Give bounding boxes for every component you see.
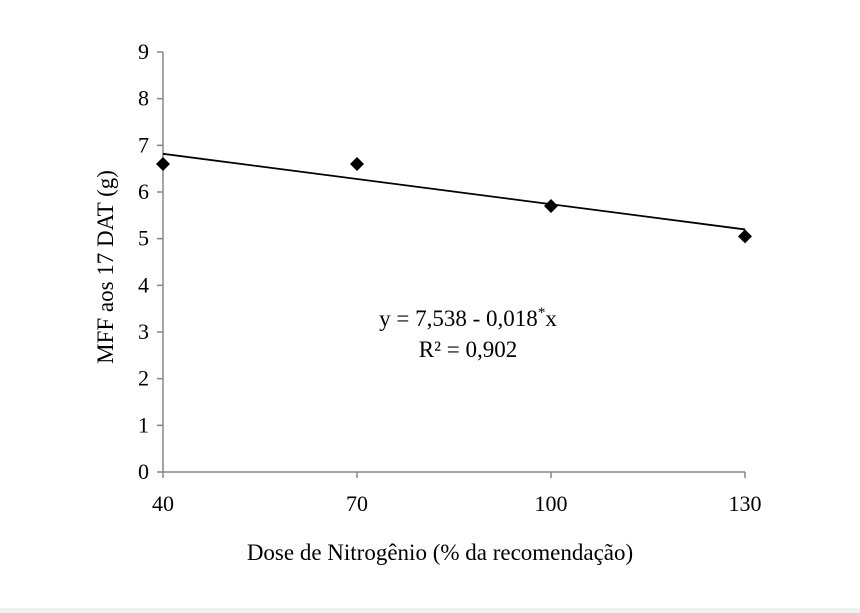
data-point	[350, 157, 364, 171]
y-tick-label: 3	[138, 319, 149, 344]
x-tick-label: 130	[729, 491, 762, 516]
y-tick-label: 6	[138, 179, 149, 204]
equation-superscript: *	[538, 305, 546, 321]
x-tick-label: 70	[346, 491, 368, 516]
y-tick-label: 0	[138, 459, 149, 484]
data-point	[156, 157, 170, 171]
y-tick-label: 5	[138, 226, 149, 251]
trendline-group	[162, 152, 746, 231]
y-axis-title: MFF aos 17 DAT (g)	[93, 170, 118, 364]
equation-main: y = 7,538 - 0,018	[379, 306, 538, 331]
x-axis-title: Dose de Nitrogênio (% da recomendação)	[247, 540, 633, 565]
axes	[157, 51, 746, 478]
tick-labels: 0 1 2 3 4 5 6 7 8 9 40 70 100 130	[138, 39, 762, 516]
y-tick-label: 4	[138, 272, 149, 297]
data-point	[544, 199, 558, 213]
y-tick-label: 1	[138, 412, 149, 437]
x-tick-label: 40	[152, 491, 174, 516]
y-tick-label: 9	[138, 39, 149, 64]
y-tick-label: 7	[138, 132, 149, 157]
y-tick-label: 2	[138, 366, 149, 391]
equation-end: x	[545, 306, 557, 331]
data-points	[156, 157, 752, 244]
x-tick-label: 100	[535, 491, 568, 516]
trendline	[162, 152, 746, 231]
y-tick-label: 8	[138, 86, 149, 111]
r-squared-label: R² = 0,902	[419, 337, 517, 362]
data-point	[738, 229, 752, 244]
regression-equation: y = 7,538 - 0,018*x	[379, 305, 557, 331]
